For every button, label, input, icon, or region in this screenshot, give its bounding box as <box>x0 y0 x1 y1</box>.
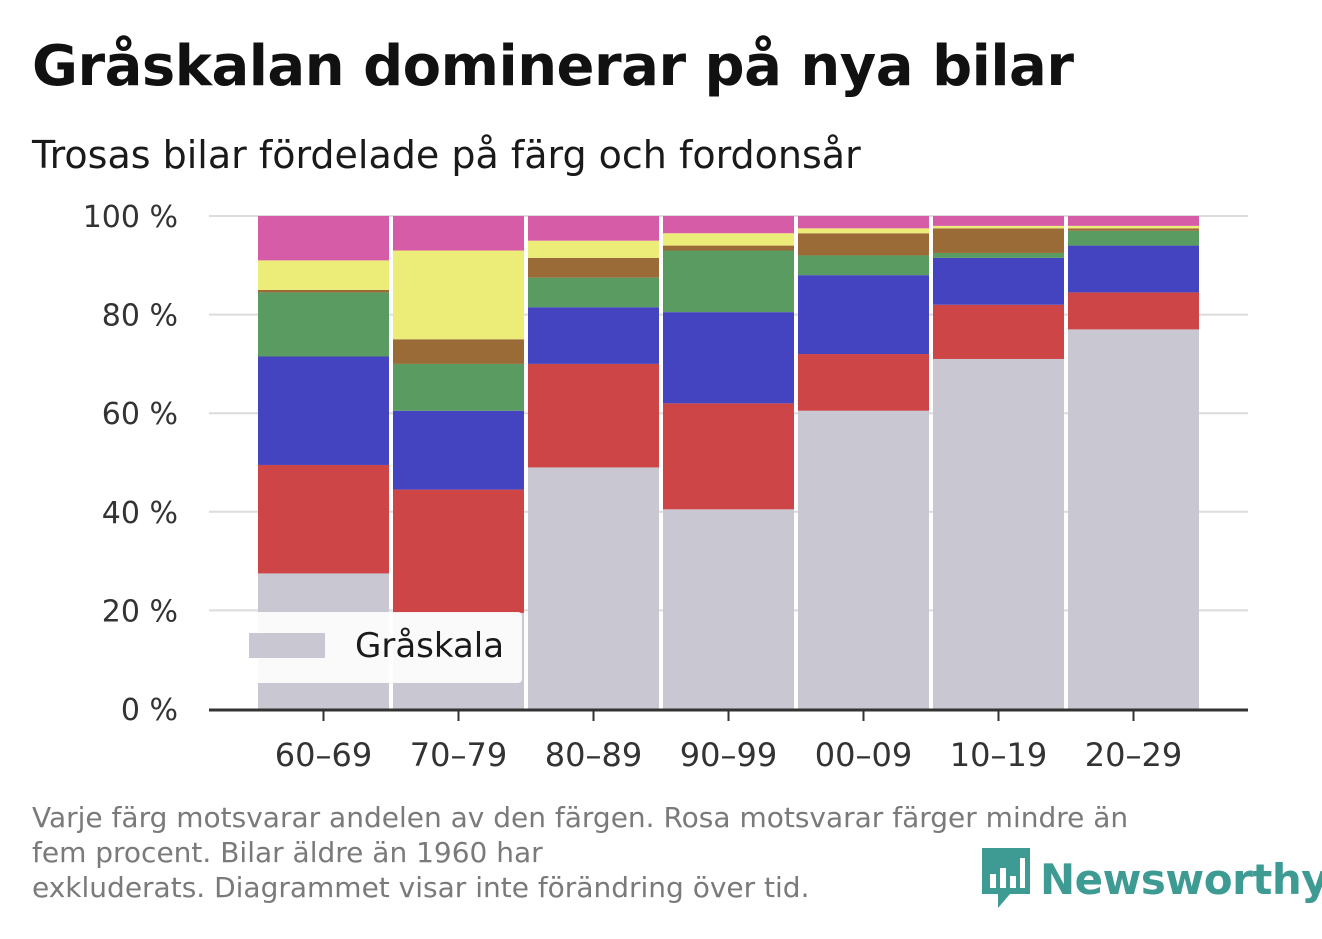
bar-segment <box>528 240 659 258</box>
y-tick-label: 60 % <box>102 397 178 432</box>
bar-segment <box>798 410 929 709</box>
legend-label: Gråskala <box>355 626 504 666</box>
bar-segment <box>258 292 389 357</box>
bar-segment <box>393 250 524 340</box>
newsworthy-logo-text: Newsworthy <box>1040 854 1322 904</box>
y-tick-label: 0 % <box>121 693 178 728</box>
bar-segment <box>1068 216 1199 226</box>
x-tick-label: 60–69 <box>275 736 372 774</box>
bar-segment <box>1068 230 1199 246</box>
bar-segment <box>258 260 389 290</box>
bar-segment <box>528 257 659 278</box>
x-tick-label: 70–79 <box>410 736 507 774</box>
y-tick-label: 100 % <box>83 200 178 235</box>
bar-segment <box>798 275 929 355</box>
bar-segment <box>933 257 1064 305</box>
bar-segment <box>663 509 794 709</box>
bar-segment <box>663 403 794 510</box>
caption-line-2: fem procent. Bilar äldre än 1960 har <box>32 836 543 869</box>
bar-segment <box>798 233 929 256</box>
bar-segment <box>798 228 929 234</box>
bar-segment <box>258 216 389 261</box>
bar-segment <box>393 339 524 364</box>
bar-segment <box>1068 329 1199 709</box>
caption-line-3: exkluderats. Diagrammet visar inte förän… <box>32 871 810 904</box>
x-tick-label: 20–29 <box>1085 736 1182 774</box>
axes: 0 % 20 % 40 % 60 % 80 % 100 % 60–69 70–79 80–89 9… <box>83 200 1248 774</box>
bar-segment <box>663 233 794 246</box>
bar-segment <box>663 250 794 313</box>
legend: Gråskala <box>232 612 522 683</box>
bar-segment <box>528 467 659 709</box>
chart-subtitle: Trosas bilar fördelade på färg och fordo… <box>32 133 861 177</box>
legend-box <box>232 612 522 683</box>
chart-caption: Varje färg motsvarar andelen av den färg… <box>32 800 1272 910</box>
legend-swatch <box>249 633 325 658</box>
bar-segment <box>1068 225 1199 229</box>
bar-segment <box>933 228 1064 253</box>
bar-segment <box>663 216 794 234</box>
stacked-bar-chart: 0 % 20 % 40 % 60 % 80 % 100 % 60–69 70–79 80–89 9… <box>83 200 1248 774</box>
x-tick-label: 10–19 <box>950 736 1047 774</box>
x-tick-label: 00–09 <box>815 736 912 774</box>
bar-segment <box>393 363 524 411</box>
bar-segment <box>528 216 659 241</box>
bar-segment <box>393 489 524 613</box>
bar-segment <box>528 363 659 468</box>
bar-segment <box>393 216 524 251</box>
chart-title: Gråskalan dominerar på nya bilar <box>32 34 1074 99</box>
bar-segment <box>933 304 1064 359</box>
caption-line-1: Varje färg motsvarar andelen av den färg… <box>32 801 1129 834</box>
newsworthy-bar-chart-icon <box>982 848 1030 908</box>
y-tick-label: 20 % <box>102 594 178 629</box>
bar-segment <box>258 289 389 293</box>
bar-segment <box>528 307 659 364</box>
x-tick-label: 80–89 <box>545 736 642 774</box>
bar-segment <box>798 354 929 411</box>
y-tick-label: 40 % <box>102 496 178 531</box>
x-tick-label: 90–99 <box>680 736 777 774</box>
bar-segment <box>258 464 389 574</box>
bar-segment <box>1068 292 1199 330</box>
bar-segment <box>933 358 1064 709</box>
newsworthy-logo: Newsworthy <box>982 848 1322 910</box>
y-tick-label: 80 % <box>102 299 178 334</box>
bar-segment <box>393 410 524 490</box>
bar-segment <box>933 225 1064 229</box>
bar-segment <box>798 255 929 276</box>
bar-segment <box>663 312 794 404</box>
bar-segment <box>528 277 659 308</box>
bar-segment <box>933 216 1064 226</box>
bar-segment <box>933 252 1064 258</box>
bar-segment <box>1068 245 1199 293</box>
bar-segment <box>1068 228 1199 231</box>
bar-segment <box>258 356 389 465</box>
bar-segment <box>798 216 929 229</box>
bar-segment <box>663 245 794 251</box>
